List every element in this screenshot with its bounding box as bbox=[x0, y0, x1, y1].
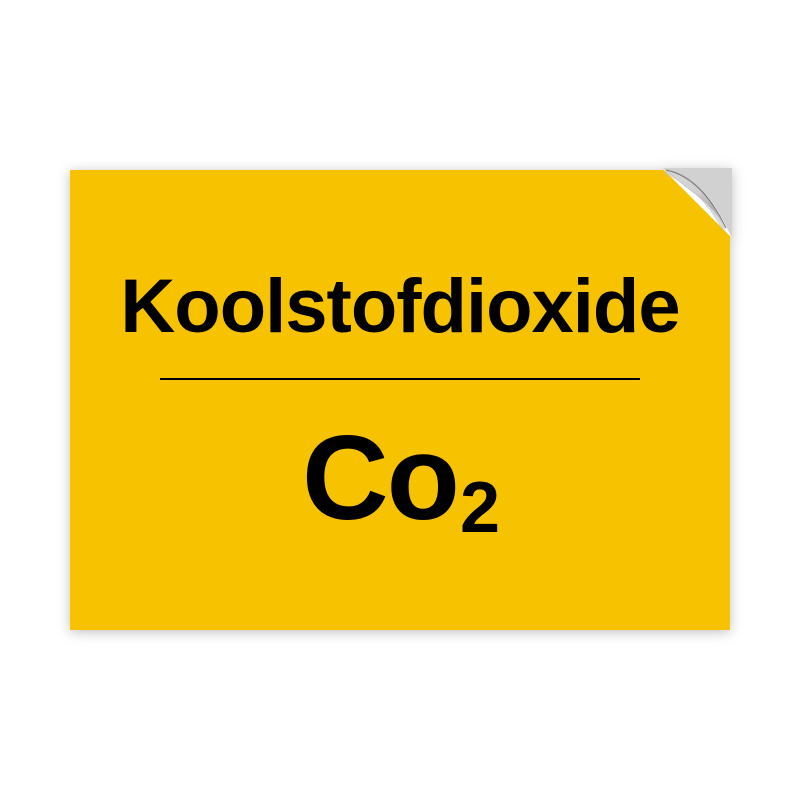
divider-line bbox=[160, 378, 640, 380]
warning-sign: Koolstofdioxide Co 2 bbox=[70, 170, 730, 630]
sign-title: Koolstofdioxide bbox=[120, 263, 679, 350]
chemical-formula: Co 2 bbox=[302, 418, 498, 538]
sign-container: Koolstofdioxide Co 2 bbox=[70, 170, 730, 630]
formula-main: Co bbox=[302, 418, 458, 538]
formula-subscript: 2 bbox=[460, 472, 498, 544]
